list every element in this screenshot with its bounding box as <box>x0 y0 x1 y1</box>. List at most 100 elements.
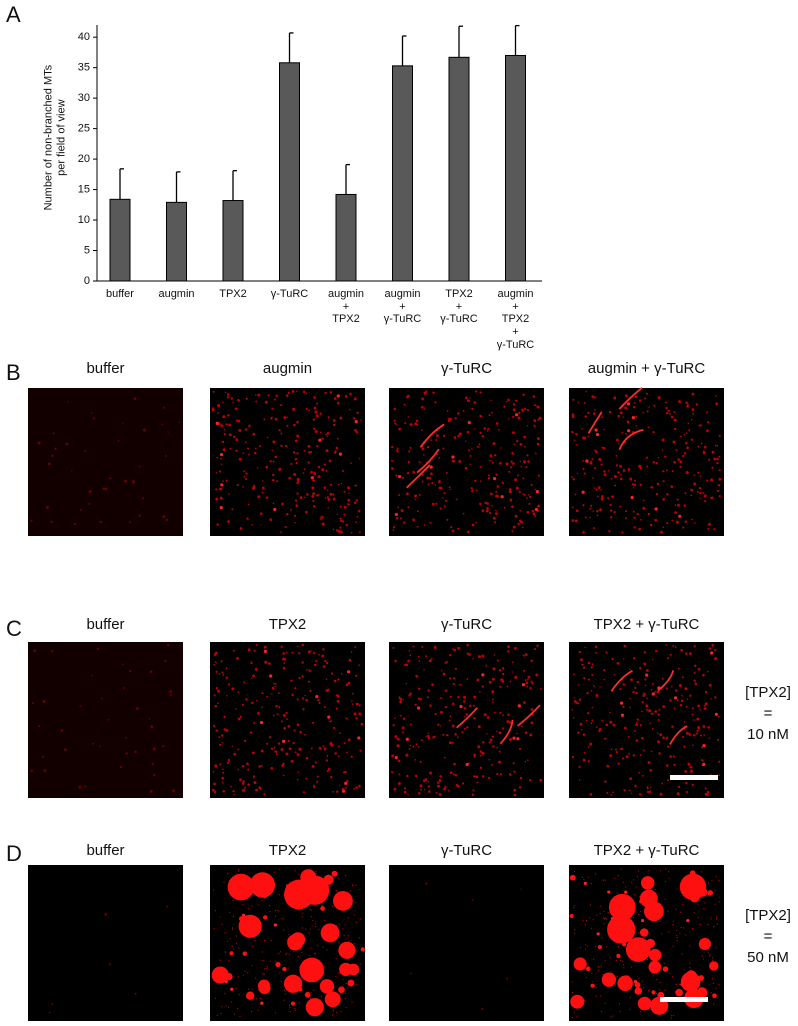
speckle <box>676 498 679 501</box>
speckle <box>343 513 346 516</box>
speckle <box>349 408 351 411</box>
speckle <box>715 395 717 397</box>
speckle <box>512 403 516 406</box>
speckle <box>238 947 240 949</box>
speckle <box>536 442 540 446</box>
speckle <box>236 484 239 487</box>
speckle <box>479 465 482 469</box>
speckle <box>241 782 245 785</box>
condensate <box>282 967 287 972</box>
speckle <box>360 419 362 421</box>
speckle <box>495 494 499 498</box>
speckle <box>219 959 221 961</box>
speckle <box>629 706 631 709</box>
speckle <box>594 645 598 649</box>
speckle <box>412 745 415 748</box>
speckle <box>167 431 169 433</box>
speckle <box>644 397 647 400</box>
speckle <box>511 452 514 455</box>
speckle <box>162 515 166 519</box>
speckle <box>272 473 275 477</box>
speckle <box>520 465 523 468</box>
speckle <box>669 699 672 702</box>
speckle <box>325 661 329 665</box>
speckle <box>262 486 265 490</box>
speckle <box>252 775 255 778</box>
speckle <box>313 396 316 399</box>
speckle <box>652 975 654 977</box>
speckle <box>255 447 257 450</box>
speckle <box>475 489 478 492</box>
speckle <box>232 899 234 901</box>
y-tick-label: 5 <box>84 244 90 256</box>
speckle <box>453 648 456 652</box>
speckle <box>358 531 361 534</box>
speckle <box>522 393 525 396</box>
condensate <box>651 990 656 995</box>
speckle <box>251 701 254 705</box>
condensate <box>258 982 271 995</box>
speckle <box>578 698 582 701</box>
speckle <box>574 519 578 523</box>
speckle <box>484 501 487 505</box>
speckle <box>674 504 677 506</box>
speckle <box>352 884 354 886</box>
speckle <box>225 423 228 426</box>
speckle <box>449 653 452 657</box>
speckle <box>605 918 608 920</box>
speckle <box>221 671 224 674</box>
condensate <box>639 889 658 908</box>
speckle <box>478 655 481 659</box>
speckle <box>507 398 510 402</box>
speckle <box>233 793 235 796</box>
speckle <box>409 654 412 657</box>
speckle <box>573 700 577 703</box>
speckle <box>650 485 653 489</box>
speckle <box>518 519 522 523</box>
speckle <box>313 784 316 787</box>
speckle <box>322 977 324 979</box>
speckle <box>463 716 466 718</box>
speckle <box>282 652 285 655</box>
speckle <box>296 723 300 727</box>
speckle <box>708 737 711 739</box>
speckle <box>48 1011 51 1014</box>
speckle <box>495 512 498 516</box>
speckle <box>459 683 462 686</box>
speckle <box>302 791 305 794</box>
speckle <box>214 997 217 999</box>
speckle <box>713 1003 715 1005</box>
speckle <box>290 508 292 511</box>
speckle <box>312 492 316 496</box>
speckle <box>515 486 519 490</box>
speckle <box>681 676 684 679</box>
speckle <box>600 489 602 491</box>
speckle <box>674 427 677 431</box>
speckle <box>646 465 648 468</box>
speckle <box>573 1012 576 1014</box>
speckle <box>599 508 602 512</box>
bright-spot <box>516 737 520 741</box>
speckle <box>247 988 250 990</box>
speckle <box>714 444 717 447</box>
speckle <box>498 731 502 735</box>
speckle <box>535 673 539 677</box>
speckle <box>633 483 637 487</box>
speckle <box>476 445 479 448</box>
speckle <box>444 785 447 788</box>
speckle <box>409 723 412 726</box>
speckle <box>574 905 576 907</box>
condensate <box>707 890 714 896</box>
speckle <box>421 473 424 476</box>
speckle <box>594 467 597 470</box>
speckle <box>231 687 235 691</box>
speckle <box>320 995 322 997</box>
speckle <box>269 910 271 913</box>
speckle <box>275 910 277 912</box>
speckle <box>698 486 702 490</box>
speckle <box>232 401 234 404</box>
scale-bar <box>660 997 708 1002</box>
speckle <box>220 424 224 428</box>
speckle <box>491 735 495 738</box>
